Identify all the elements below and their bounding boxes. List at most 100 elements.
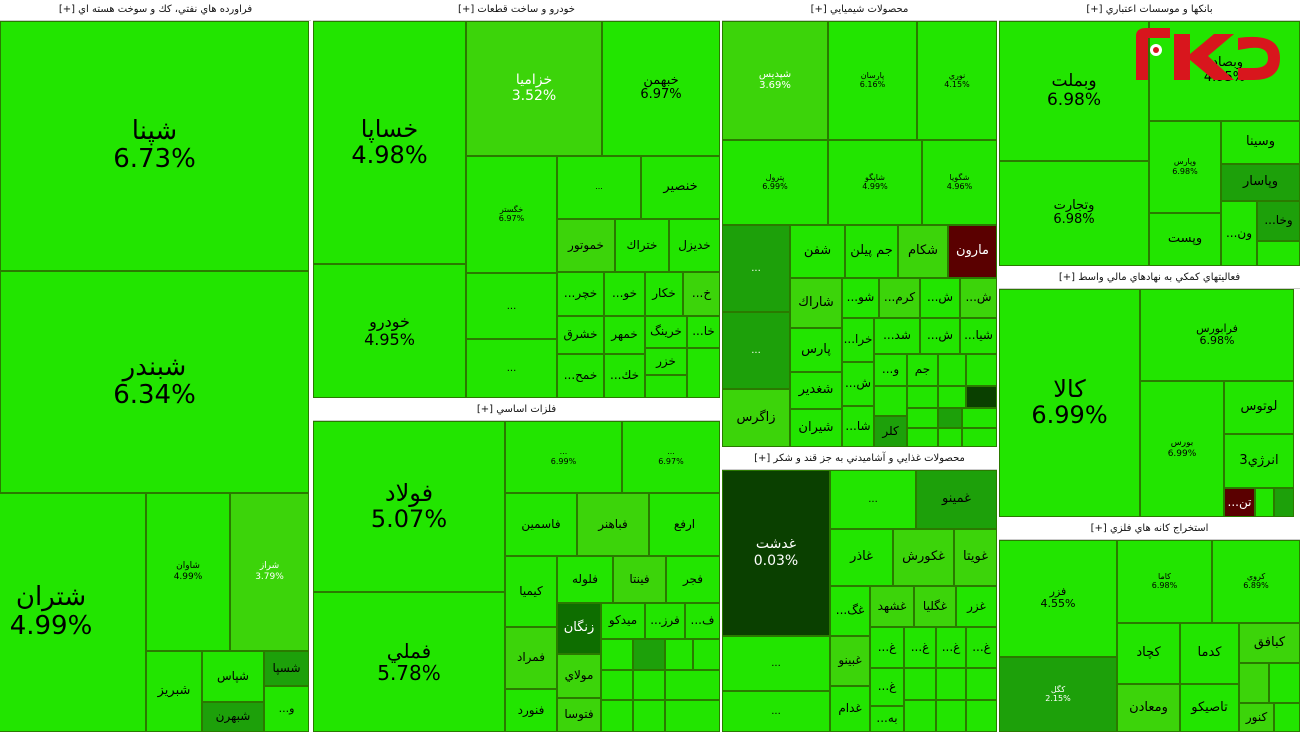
- tile-tan[interactable]: ...تن: [1224, 488, 1255, 517]
- tile-small[interactable]: [938, 408, 962, 428]
- tile-shpas[interactable]: شپاس: [202, 651, 264, 702]
- tile-small[interactable]: [962, 428, 997, 447]
- tile-femrad[interactable]: فمراد: [505, 627, 557, 689]
- tile-shgooya[interactable]: شگويا 4.96%: [922, 140, 997, 225]
- tile-shpna[interactable]: شپنا 6.73%: [0, 21, 309, 271]
- tile-small[interactable]: ...: [722, 691, 830, 732]
- tile-vkha[interactable]: ...وخا: [1257, 201, 1300, 241]
- tile-gh-a[interactable]: ...غ: [870, 627, 904, 668]
- tile-small[interactable]: [1239, 663, 1269, 703]
- tile-shpdis[interactable]: شپديس 3.69%: [722, 21, 828, 140]
- tile-kbafgh[interactable]: كبافق: [1239, 623, 1300, 663]
- tile-noori[interactable]: نوري 4.15%: [917, 21, 997, 140]
- tile-kchad[interactable]: كچاد: [1117, 623, 1180, 684]
- tile-small[interactable]: [665, 700, 720, 732]
- tile-karam[interactable]: ...كرم: [879, 278, 920, 318]
- sector-title[interactable]: بانكها و موسسات اعتباري [+]: [999, 0, 1300, 21]
- tile-khgostar[interactable]: خگستر 6.97%: [466, 156, 557, 273]
- tile-sho[interactable]: ...شو: [842, 278, 879, 318]
- tile-khkar[interactable]: خكار: [645, 272, 683, 316]
- tile-jampilen[interactable]: جم پيلن: [845, 225, 898, 278]
- tile-shiraz[interactable]: شراز 3.79%: [230, 493, 309, 651]
- tile-bourse[interactable]: بورس 6.99%: [1140, 381, 1224, 517]
- tile-kha[interactable]: ...خا: [687, 316, 720, 348]
- tile-small[interactable]: [938, 386, 966, 408]
- tile-zagros[interactable]: زاگرس: [722, 389, 790, 447]
- tile-small[interactable]: [633, 639, 665, 670]
- tile-beh[interactable]: ...به: [870, 706, 904, 732]
- tile-farz[interactable]: ...فرز: [645, 603, 685, 639]
- tile-shbandar[interactable]: شبندر 6.34%: [0, 271, 309, 493]
- sector-title[interactable]: محصولات غذايي و آشاميدني به جز قند و شكر…: [722, 449, 997, 470]
- sector-title[interactable]: خودرو و ساخت قطعات [+]: [313, 0, 720, 21]
- tile-khdizel[interactable]: خديزل: [669, 219, 720, 272]
- tile-shavan[interactable]: شاوان 4.99%: [146, 493, 230, 651]
- tile-small[interactable]: [633, 670, 665, 700]
- tile-small[interactable]: [874, 386, 907, 416]
- tile-metal-b[interactable]: ... 6.97%: [622, 421, 720, 493]
- tile-shia[interactable]: ...شيا: [960, 318, 997, 354]
- tile-gh-b[interactable]: ...غ: [904, 627, 936, 668]
- sector-title[interactable]: فعاليتهاي كمكي به نهادهاي مالي واسط [+]: [999, 268, 1300, 289]
- tile-sha[interactable]: ...شا: [842, 406, 874, 447]
- tile-khtrak[interactable]: ختراك: [615, 219, 669, 272]
- tile-small[interactable]: [904, 668, 936, 700]
- tile-vpost[interactable]: وپست: [1149, 213, 1221, 266]
- tile-shiran[interactable]: شيران: [790, 409, 842, 447]
- tile-sh-b[interactable]: ...ش: [960, 278, 997, 318]
- tile-ghmino[interactable]: غمينو: [916, 470, 997, 529]
- tile-khzar[interactable]: خزر: [645, 348, 687, 375]
- tile-khshargh[interactable]: خشرق: [557, 316, 604, 354]
- tile-kgol[interactable]: كگل 2.15%: [999, 657, 1117, 732]
- tile-ghkoorosh[interactable]: غكورش: [893, 529, 954, 586]
- tile-fetosa[interactable]: فتوسا: [557, 698, 601, 732]
- tile-vpars[interactable]: وپارس 6.98%: [1149, 121, 1221, 213]
- tile-khk[interactable]: ...خك: [604, 354, 645, 398]
- tile-knoor[interactable]: كنور: [1239, 703, 1274, 732]
- tile-foolad[interactable]: فولاد 5.07%: [313, 421, 505, 592]
- tile-zangan[interactable]: زنگان: [557, 603, 601, 654]
- tile-kadama[interactable]: كدما: [1180, 623, 1239, 684]
- tile-small[interactable]: [907, 386, 938, 408]
- tile-ghbino[interactable]: غبينو: [830, 636, 870, 686]
- tile-sh-a[interactable]: ...ش: [920, 278, 960, 318]
- tile-small[interactable]: [907, 408, 938, 428]
- tile-shghadir[interactable]: شغدير: [790, 372, 842, 409]
- tile-lotus[interactable]: لوتوس: [1224, 381, 1294, 434]
- tile-vbmellat[interactable]: وبملت 6.98%: [999, 21, 1149, 161]
- tile-shapgo[interactable]: شاپگو 4.99%: [828, 140, 922, 225]
- tile-petrol[interactable]: پترول 6.99%: [722, 140, 828, 225]
- tile-small[interactable]: [1257, 241, 1300, 266]
- tile-vsina[interactable]: وسينا: [1221, 121, 1300, 164]
- tile-small[interactable]: [966, 700, 997, 732]
- tile-ghdasht[interactable]: غدشت 0.03%: [722, 470, 830, 636]
- tile-falooleh[interactable]: فلوله: [557, 556, 613, 603]
- tile-small[interactable]: [601, 700, 633, 732]
- tile-small[interactable]: ...: [722, 312, 790, 389]
- tile-khmoh[interactable]: ...خمح: [557, 354, 604, 398]
- tile-small[interactable]: [633, 700, 665, 732]
- tile-ghdam[interactable]: غدام: [830, 686, 870, 732]
- tile-small[interactable]: [687, 348, 720, 398]
- tile-khmehr[interactable]: خمهر: [604, 316, 645, 354]
- tile-shkam[interactable]: شكام: [898, 225, 948, 278]
- tile-small[interactable]: [1255, 488, 1274, 517]
- tile-kolor[interactable]: كلر: [874, 416, 907, 447]
- tile-gh-e[interactable]: ...غ: [870, 668, 904, 706]
- tile-fazar[interactable]: فزر 4.55%: [999, 540, 1117, 657]
- tile-sh-c[interactable]: ...ش: [920, 318, 960, 354]
- tile-small[interactable]: ...: [466, 273, 557, 339]
- tile-arfa[interactable]: ارفع: [649, 493, 720, 556]
- tile-ghg[interactable]: ...غگ: [830, 586, 870, 636]
- tile-small[interactable]: [1274, 488, 1294, 517]
- sector-title[interactable]: محصولات شيميايي [+]: [722, 0, 997, 21]
- tile-small[interactable]: [1274, 703, 1300, 732]
- tile-metal-a[interactable]: ... 6.99%: [505, 421, 622, 493]
- tile-khsapa[interactable]: خساپا 4.98%: [313, 21, 466, 264]
- tile-ghzar[interactable]: غزر: [956, 586, 997, 627]
- tile-sh-d[interactable]: ...ش: [842, 362, 874, 406]
- tile-fanavard[interactable]: فنورد: [505, 689, 557, 732]
- tile-small[interactable]: ...: [722, 225, 790, 312]
- tile-maroon[interactable]: مارون: [948, 225, 997, 278]
- tile-khra[interactable]: ...خرا: [842, 318, 874, 362]
